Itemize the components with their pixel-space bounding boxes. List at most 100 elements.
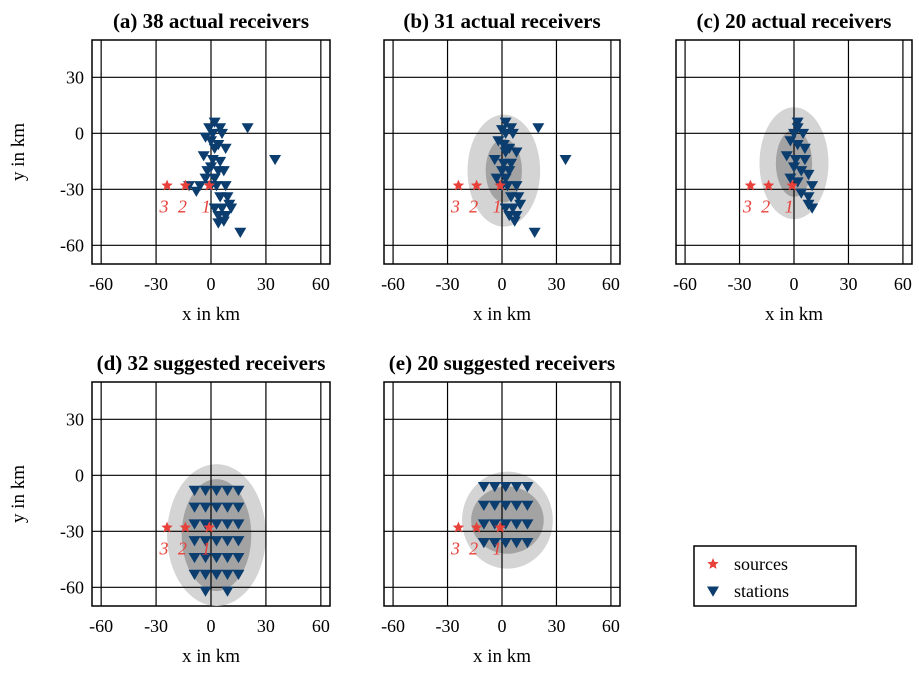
station-marker: [215, 203, 228, 214]
source-marker: [203, 521, 215, 533]
station-marker: [559, 154, 572, 166]
y-tick-label: -30: [60, 521, 84, 541]
station-marker: [510, 181, 523, 192]
panel-a: (a) 38 actual receivers -60 -30 0 30 60 30 0 -30…: [8, 9, 331, 325]
x-tick-label: -60: [89, 274, 113, 294]
station-marker: [210, 519, 223, 530]
station-marker: [788, 128, 800, 140]
source-label: 1: [493, 539, 502, 559]
station-marker: [205, 136, 217, 147]
station-marker: [221, 586, 234, 597]
y-tick-label: 30: [66, 409, 84, 429]
station-marker: [188, 536, 201, 547]
station-marker: [188, 519, 201, 530]
source-marker: [179, 179, 192, 191]
x-tick-label: -60: [673, 274, 697, 294]
station-marker: [208, 117, 221, 128]
station-marker: [510, 482, 523, 493]
station-marker: [221, 536, 234, 547]
station-marker: [234, 227, 247, 238]
x-tick-label: -30: [144, 274, 168, 294]
station-marker: [791, 123, 804, 134]
station-marker: [802, 192, 815, 203]
source-marker: [161, 179, 173, 191]
station-marker: [789, 154, 802, 166]
station-marker: [780, 151, 793, 162]
y-tick-label: 0: [75, 123, 84, 143]
station-marker: [506, 128, 519, 140]
source-label: 2: [761, 197, 770, 217]
source-marker: [452, 179, 465, 191]
station-marker: [510, 500, 523, 511]
station-marker: [225, 203, 238, 214]
source-label: 1: [202, 197, 211, 217]
legend-box: [693, 545, 857, 607]
station-marker: [499, 117, 512, 128]
station-marker: [199, 502, 212, 513]
y-tick-label: -60: [60, 235, 84, 255]
x-tick-label: 0: [498, 616, 507, 636]
station-marker: [488, 482, 501, 493]
station-marker: [499, 500, 512, 511]
source-label: 3: [159, 539, 169, 559]
station-marker: [505, 123, 518, 134]
source-label: 3: [742, 197, 752, 217]
station-marker: [210, 502, 223, 513]
panel-title: (a) 38 actual receivers: [113, 9, 309, 33]
x-tick-label: -60: [381, 616, 405, 636]
station-marker: [269, 154, 282, 166]
x-tick-label: 30: [547, 274, 565, 294]
station-marker: [203, 123, 216, 134]
legend-station-marker: [707, 586, 719, 597]
station-marker: [221, 519, 234, 530]
source-label: 2: [178, 197, 187, 217]
x-tick-label: 0: [790, 274, 799, 294]
station-marker: [521, 519, 534, 530]
x-axis-label: x in km: [473, 304, 531, 325]
station-marker: [219, 181, 232, 192]
station-marker: [528, 227, 541, 238]
y-tick-label: 0: [75, 465, 84, 485]
panel-title: (e) 20 suggested receivers: [389, 351, 615, 375]
station-marker: [190, 186, 203, 197]
legend-stations-label: stations: [734, 581, 789, 601]
x-tick-label: -60: [89, 616, 113, 636]
y-tick-label: -60: [60, 577, 84, 597]
station-marker: [791, 117, 804, 128]
station-marker: [798, 154, 811, 166]
station-marker: [802, 169, 815, 181]
station-marker: [795, 188, 808, 199]
station-marker: [795, 166, 808, 177]
station-marker: [497, 140, 510, 151]
source-marker: [494, 179, 506, 191]
x-tick-label: -30: [436, 616, 460, 636]
coverage-ellipse-inner: [181, 479, 252, 592]
x-tick-label: 30: [257, 274, 275, 294]
station-marker: [197, 151, 210, 162]
source-marker: [203, 179, 215, 191]
panel-c: (c) 20 actual receivers -60 -30 0 30 60 x in k…: [673, 9, 913, 325]
station-marker: [499, 482, 512, 493]
station-marker: [488, 519, 501, 530]
x-axis-label: x in km: [765, 304, 823, 325]
station-marker: [208, 143, 221, 154]
station-marker: [188, 552, 201, 564]
station-marker: [214, 123, 227, 134]
x-tick-label: 60: [602, 616, 620, 636]
source-marker: [494, 521, 506, 533]
station-marker: [510, 147, 523, 158]
station-marker: [791, 140, 804, 151]
panel-title: (c) 20 actual receivers: [697, 9, 892, 33]
source-label: 2: [469, 197, 478, 217]
station-marker: [199, 586, 212, 597]
source-marker: [744, 179, 757, 191]
x-tick-label: -30: [436, 274, 460, 294]
panel-title: (b) 31 actual receivers: [403, 9, 600, 33]
station-marker: [217, 166, 230, 177]
x-axis-label: x in km: [182, 646, 240, 667]
station-marker: [221, 485, 234, 496]
station-marker: [199, 485, 212, 496]
source-marker: [470, 179, 483, 191]
panel-title: (d) 32 suggested receivers: [97, 351, 326, 375]
station-marker: [510, 538, 523, 549]
